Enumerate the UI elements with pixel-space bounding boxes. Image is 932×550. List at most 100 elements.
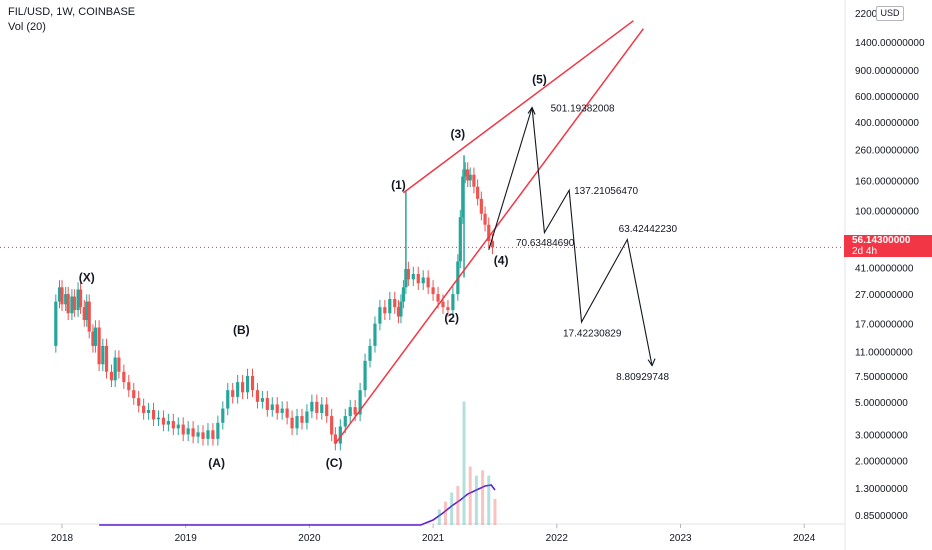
candle-body	[348, 407, 352, 417]
x-tick-label: 2018	[51, 533, 74, 544]
candle-body	[466, 169, 470, 181]
candle-body	[211, 430, 215, 439]
candle-body	[343, 416, 347, 427]
candle-body	[101, 345, 105, 365]
candle-body	[285, 408, 289, 418]
candle-body	[404, 268, 408, 288]
candle-body	[363, 360, 367, 391]
candle-body	[66, 294, 70, 314]
candle-body	[325, 404, 329, 417]
candle-body	[330, 416, 334, 435]
candle-body	[431, 287, 435, 295]
candle-body	[91, 331, 95, 346]
candle-body	[265, 398, 269, 410]
candle-body	[231, 390, 235, 397]
volume-bar	[450, 492, 454, 525]
projection-price-label: 70.63484690	[516, 238, 575, 249]
projection-price-label: 137.21056470	[574, 186, 638, 197]
candle-body	[300, 416, 304, 423]
candle-body	[93, 327, 97, 346]
y-tick-label: 0.85000000	[855, 511, 908, 522]
candle-body	[333, 434, 337, 444]
projection-price-label: 8.80929748	[616, 372, 669, 383]
candle-body	[338, 426, 342, 444]
candle-body	[191, 428, 195, 437]
candle-body	[411, 273, 415, 280]
x-tick-label: 2022	[546, 533, 569, 544]
y-tick-label: 100.00000000	[855, 206, 919, 217]
projection-path	[488, 107, 653, 366]
candle-body	[295, 416, 299, 429]
y-tick-label: 400.00000000	[855, 118, 919, 129]
volume-bar	[487, 475, 491, 525]
candle-body	[270, 404, 274, 410]
candle-body	[241, 382, 245, 393]
candle-body	[113, 357, 117, 381]
candle-body	[196, 432, 200, 437]
candle-body	[378, 307, 382, 324]
candle-body	[250, 375, 255, 391]
x-tick-label: 2021	[422, 533, 445, 544]
candle-body	[451, 294, 455, 311]
current-price-tag: 56.14300000 2d 4h	[844, 235, 932, 257]
projection-price-label: 17.42230829	[563, 328, 622, 339]
y-tick-label: 600.00000000	[855, 92, 919, 103]
candle-body	[146, 409, 151, 413]
candle-body	[76, 289, 80, 311]
candle-body	[461, 176, 465, 218]
y-tick-label: 41.00000000	[855, 263, 914, 274]
candle-body	[57, 287, 62, 302]
candle-body	[396, 307, 401, 317]
candle-body	[368, 345, 372, 361]
candle-body	[483, 213, 487, 225]
candle-body	[436, 294, 440, 302]
candle-body	[104, 345, 109, 372]
candle-body	[388, 299, 392, 314]
volume-bar	[443, 501, 447, 525]
wave-label: (C)	[326, 456, 343, 470]
wave-label: (3)	[451, 127, 466, 141]
current-price-value: 56.14300000	[852, 235, 911, 246]
candle-body	[290, 417, 294, 429]
candle-body	[275, 404, 279, 413]
candle-body	[201, 432, 205, 439]
candle-body	[236, 382, 240, 397]
y-tick-label: 3.00000000	[855, 430, 908, 441]
candle-body	[156, 417, 161, 420]
candle-body	[472, 174, 476, 187]
symbol-title[interactable]: FIL/USD, 1W, COINBASE	[8, 6, 136, 18]
candle-body	[401, 287, 406, 302]
candle-body	[186, 428, 190, 435]
y-tick-label: 2.00000000	[855, 456, 908, 467]
candle-body	[117, 357, 121, 372]
volume-indicator-label[interactable]: Vol (20)	[8, 21, 46, 33]
y-tick-label: 7.50000000	[855, 372, 908, 383]
projection-arrowhead-down	[647, 358, 656, 367]
candle-body	[54, 301, 58, 346]
currency-badge[interactable]: USD	[876, 6, 904, 21]
candle-body	[416, 273, 420, 284]
candle-body	[171, 421, 175, 429]
y-tick-label: 11.00000000	[855, 347, 913, 358]
candle-body	[82, 307, 86, 320]
candle-body	[260, 398, 264, 402]
candle-body	[353, 407, 357, 415]
y-tick-label: 5.00000000	[855, 398, 908, 409]
candle-body	[280, 408, 284, 413]
candle-body	[446, 307, 450, 311]
candle-body	[441, 301, 445, 308]
candle-body	[255, 390, 260, 402]
candle-body	[315, 401, 319, 413]
candle-body	[137, 398, 141, 406]
candle-body	[399, 301, 403, 317]
x-tick-label: 2019	[175, 533, 198, 544]
wave-label: (X)	[79, 270, 95, 284]
volume-ma-line	[99, 484, 496, 526]
volume-bar	[462, 401, 466, 525]
wave-label: (4)	[494, 253, 509, 267]
candle-body	[245, 375, 250, 393]
y-tick-label: 1400.00000000	[855, 38, 925, 49]
candle-body	[151, 409, 156, 420]
candle-body	[487, 224, 491, 241]
